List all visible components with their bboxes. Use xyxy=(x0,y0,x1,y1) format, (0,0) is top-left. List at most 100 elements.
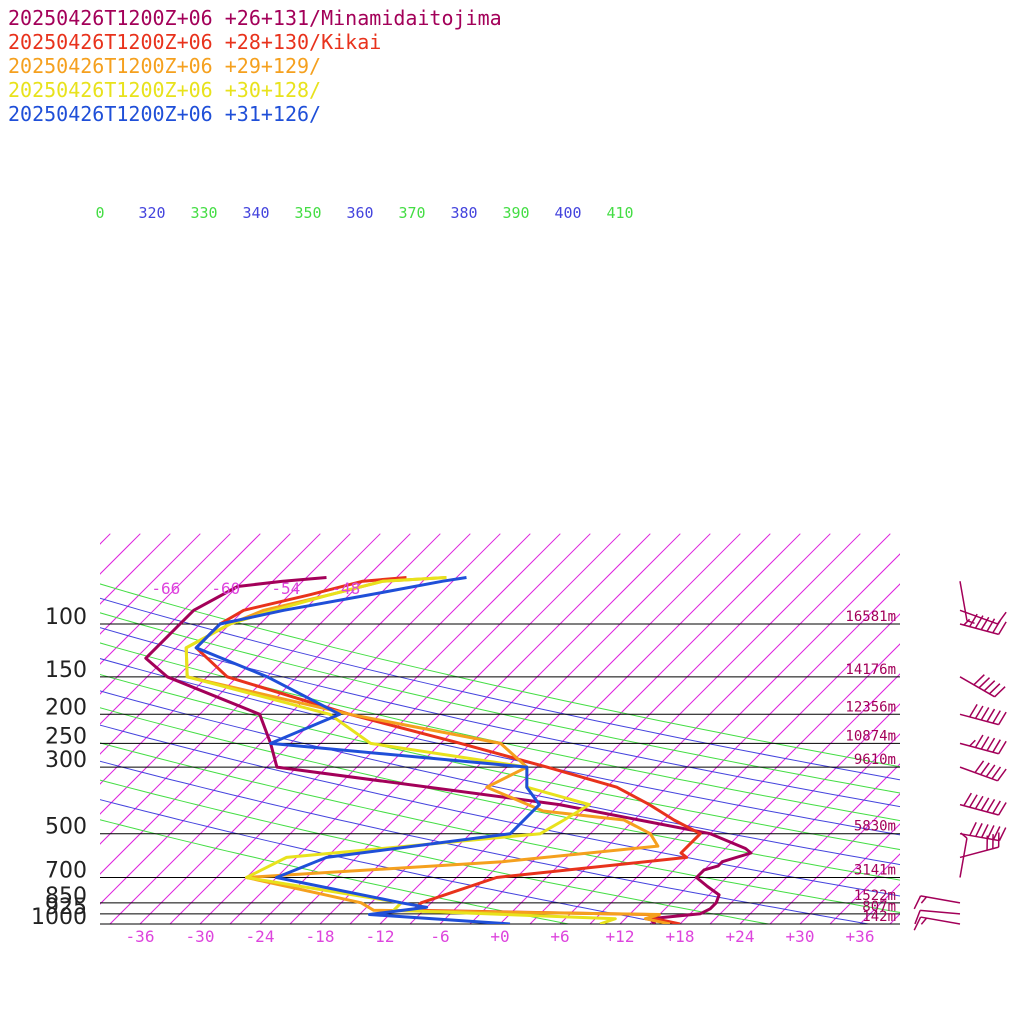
wind-barb xyxy=(913,895,961,910)
theta-line xyxy=(100,760,869,924)
theta-label: 400 xyxy=(554,204,581,222)
wind-barb xyxy=(959,832,1000,859)
wind-barb xyxy=(959,581,975,625)
wind-barbs xyxy=(913,581,1007,931)
wind-barb xyxy=(959,734,1007,755)
x-tick-label: -24 xyxy=(246,927,275,946)
x-tick-label: +36 xyxy=(846,927,875,946)
series-line-0 xyxy=(144,576,753,924)
theta-line xyxy=(100,597,900,781)
isotherm-line xyxy=(0,534,20,924)
height-label: 10874m xyxy=(845,728,896,744)
x-tick-label: +18 xyxy=(666,927,695,946)
isotherm-line xyxy=(169,533,561,924)
legend: 20250426T1200Z+06 +26+131/Minamidaitojim… xyxy=(8,6,502,126)
isotherm-label: -66 xyxy=(151,579,180,598)
wind-barb xyxy=(959,832,968,878)
isotherm-line xyxy=(379,533,771,924)
theta-label: 370 xyxy=(398,204,425,222)
wind-barb xyxy=(913,916,961,931)
theta-label: 330 xyxy=(190,204,217,222)
theta-label: 380 xyxy=(450,204,477,222)
x-tick-label: +6 xyxy=(550,927,569,946)
isotherm-line xyxy=(289,533,681,924)
legend-item-30-128: 20250426T1200Z+06 +30+128/ xyxy=(8,78,322,102)
theta-label: 350 xyxy=(294,204,321,222)
theta-label: 360 xyxy=(346,204,373,222)
isotherm-grid xyxy=(0,533,1024,924)
series-group xyxy=(144,576,753,924)
pressure-label: 925 xyxy=(45,895,87,920)
theta-line xyxy=(100,779,769,924)
pressure-label: 150 xyxy=(45,658,87,683)
pressure-label: 250 xyxy=(45,724,87,749)
pressure-label: 850 xyxy=(45,884,87,909)
theta-line xyxy=(100,799,669,924)
isotherm-line xyxy=(769,793,900,924)
theta-line xyxy=(100,819,569,924)
isotherm-line xyxy=(100,533,471,905)
height-label: 14176m xyxy=(845,662,896,678)
height-label: 9610m xyxy=(854,752,896,768)
x-tick-label: +12 xyxy=(606,927,635,946)
x-tick-label: +30 xyxy=(786,927,815,946)
theta-line xyxy=(100,690,900,866)
legend-item-29-129: 20250426T1200Z+06 +29+129/ xyxy=(8,54,322,78)
isotherm-line xyxy=(920,534,1024,924)
theta-label: 320 xyxy=(138,204,165,222)
pressure-label: 100 xyxy=(45,605,87,630)
height-label: 3141m xyxy=(854,863,896,879)
isotherm-label: -48 xyxy=(331,579,360,598)
height-label: 12356m xyxy=(845,699,896,715)
isotherm-line xyxy=(349,533,741,924)
isotherm-line xyxy=(799,823,900,924)
isotherm-line xyxy=(649,673,900,924)
wind-barb xyxy=(959,613,1007,636)
isotherm-line xyxy=(100,533,261,695)
isotherm-line xyxy=(100,533,291,725)
x-tick-label: +0 xyxy=(490,927,509,946)
legend-item-31-126: 20250426T1200Z+06 +31+126/ xyxy=(8,102,322,126)
isotherm-line xyxy=(100,533,171,605)
wind-barb xyxy=(959,760,1007,782)
isotherm-line xyxy=(709,733,900,924)
isotherm-line xyxy=(829,853,900,924)
isotherm-line xyxy=(469,533,861,924)
isotherm-line xyxy=(319,533,711,924)
isotherm-line xyxy=(889,913,900,924)
theta-line xyxy=(100,673,900,851)
theta-label: 340 xyxy=(242,204,269,222)
legend-item-minamidaitojima: 20250426T1200Z+06 +26+131/Minamidaitojim… xyxy=(8,6,502,30)
x-tick-label: -18 xyxy=(306,927,335,946)
theta-label: 0 xyxy=(95,204,104,222)
isotherm-line xyxy=(950,534,1024,924)
theta-label: 390 xyxy=(502,204,529,222)
theta-label: 410 xyxy=(606,204,633,222)
height-label: 807m xyxy=(862,899,896,915)
isotherm-label: -54 xyxy=(271,579,300,598)
series-line-4 xyxy=(194,576,541,924)
isotherm-line xyxy=(100,533,201,635)
theta-line xyxy=(100,707,900,881)
theta-line xyxy=(100,742,900,913)
axis-labels: 100 16581m 150 14176m 200 12356m 250 10874m 300 9… xyxy=(31,204,896,946)
isotherm-line xyxy=(589,613,900,924)
isotherm-line xyxy=(199,533,591,924)
wind-barb xyxy=(959,674,1006,698)
x-tick-label: -30 xyxy=(186,927,215,946)
isotherm-line xyxy=(100,533,321,755)
isotherm-label: -60 xyxy=(211,579,240,598)
pressure-label: 300 xyxy=(45,748,87,773)
theta-line xyxy=(100,724,900,897)
wind-barb xyxy=(914,909,961,925)
isotherm-line xyxy=(499,533,891,924)
isotherm-line xyxy=(100,533,231,665)
wind-barb xyxy=(959,792,1007,816)
height-label: 16581m xyxy=(845,609,896,625)
pressure-label: 200 xyxy=(45,695,87,720)
isotherm-line xyxy=(529,553,900,924)
theta-line xyxy=(100,583,900,768)
theta-line xyxy=(100,658,900,836)
pressure-label: 700 xyxy=(45,859,87,884)
theta-line xyxy=(100,612,900,794)
